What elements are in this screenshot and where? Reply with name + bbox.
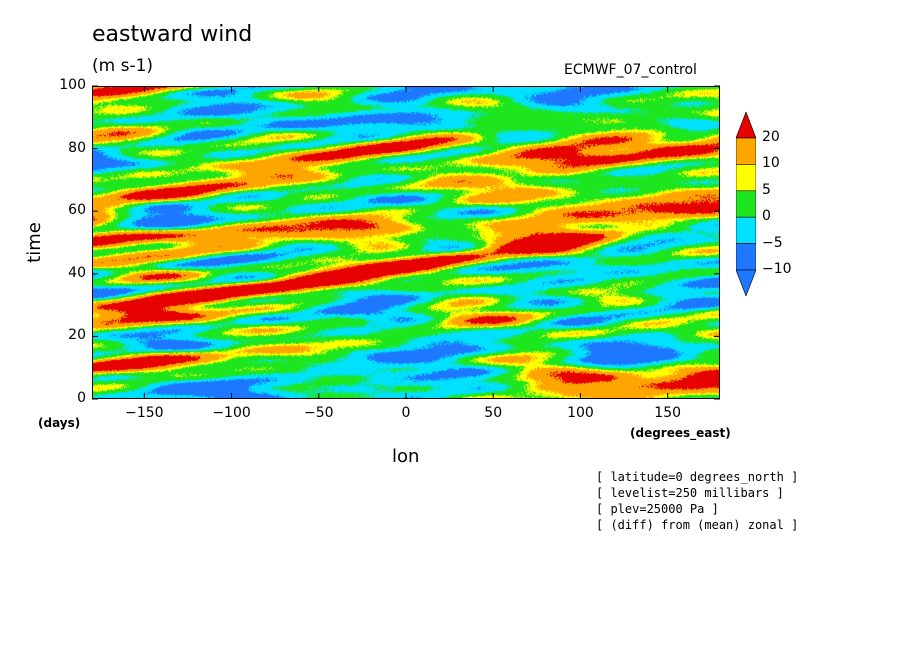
y-axis-label: time: [23, 222, 45, 263]
note-levelist: [ levelist=250 millibars ]: [596, 486, 784, 500]
x-tick-label: 50: [484, 405, 503, 421]
heatmap-plot-area: [92, 86, 720, 399]
colorbar-bin: [736, 164, 756, 192]
colorbar-bin: [736, 190, 756, 218]
y-tick-label: 60: [68, 202, 86, 219]
colorbar-max-triangle: [736, 112, 756, 139]
colorbar-bin: [736, 216, 756, 244]
colorbar-bin: [736, 137, 756, 165]
heatmap-field: [93, 87, 719, 398]
y-tick-label: 80: [68, 139, 86, 156]
y-tick-label: 100: [59, 77, 86, 93]
y-tick-label: 0: [77, 390, 86, 406]
x-tick-label: 0: [401, 405, 411, 421]
x-tick-label: 100: [567, 405, 594, 421]
y-tick-label: 40: [68, 264, 86, 281]
dataset-label: ECMWF_07_control: [564, 62, 697, 78]
colorbar-tick-label: 5: [762, 181, 771, 198]
x-axis-unit: (degrees_east): [630, 426, 731, 440]
chart-title: eastward wind: [92, 22, 253, 47]
x-tick-label: −50: [303, 405, 334, 421]
note-plev: [ plev=25000 Pa ]: [596, 502, 719, 516]
note-diff: [ (diff) from (mean) zonal ]: [596, 518, 799, 532]
colorbar-min-triangle: [736, 269, 756, 296]
chart-units: (m s-1): [92, 56, 154, 76]
colorbar-tick-label: 20: [762, 129, 780, 145]
x-tick-label: −100: [212, 405, 251, 421]
colorbar-tick-label: −5: [762, 234, 783, 251]
colorbar: [736, 112, 756, 296]
y-tick-label: 20: [68, 327, 86, 344]
x-tick-label: −150: [125, 405, 164, 421]
colorbar-tick-label: 0: [762, 208, 771, 225]
colorbar-tick-label: −10: [762, 261, 792, 277]
colorbar-bin: [736, 243, 756, 271]
colorbar-tick-label: 10: [762, 155, 780, 172]
y-axis-unit: (days): [38, 416, 81, 430]
x-tick-label: 150: [654, 405, 682, 421]
x-axis-label: lon: [392, 446, 420, 467]
note-latitude: [ latitude=0 degrees_north ]: [596, 470, 799, 484]
